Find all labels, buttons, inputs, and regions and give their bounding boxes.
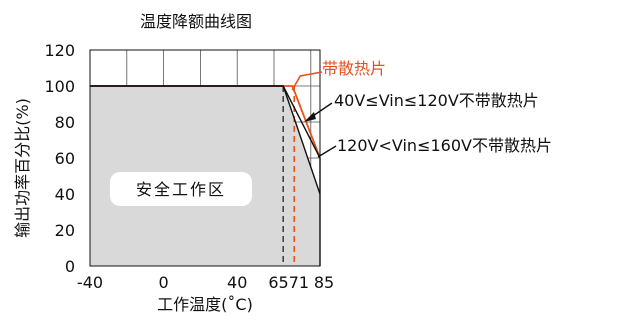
- y-tick-labels: 0 20 40 60 80 100 120: [44, 41, 75, 276]
- annotation-label-3: 120V<Vin≤160V不带散热片: [337, 136, 552, 155]
- y-tick-label: 100: [44, 77, 75, 96]
- y-tick-label: 40: [55, 185, 75, 204]
- safe-area-label: 安全工作区: [136, 180, 226, 199]
- plot-border: [89, 49, 321, 267]
- x-tick-label: 0: [159, 273, 169, 292]
- annotation-label-1: 带散热片: [322, 59, 386, 78]
- y-tick-label: 20: [55, 221, 75, 240]
- series-annotations: 带散热片 40V≤Vin≤120V不带散热片 120V<Vin≤160V不带散热片: [291, 59, 552, 158]
- annotation-label-2: 40V≤Vin≤120V不带散热片: [334, 91, 539, 110]
- annotation-pointer-1: [291, 71, 323, 91]
- x-tick-label: 6571: [268, 273, 309, 292]
- y-tick-label: 80: [55, 113, 75, 132]
- dashed-markers: [282, 86, 296, 266]
- y-tick-label: 60: [55, 149, 75, 168]
- safe-area-label-box: 安全工作区: [110, 172, 252, 206]
- x-tick-labels: -40 0 40 6571 85: [77, 273, 334, 292]
- x-tick-label: -40: [77, 273, 103, 292]
- y-tick-label: 120: [44, 41, 75, 60]
- chart-title: 温度降额曲线图: [140, 12, 252, 31]
- series-line-3: [90, 85, 321, 195]
- y-tick-label: 0: [65, 257, 75, 276]
- y-axis-label: 输出功率百分比(%): [13, 98, 32, 238]
- x-tick-label: 40: [227, 273, 247, 292]
- x-axis-label: 工作温度(˚C): [157, 295, 253, 314]
- annotation-arrowhead-2: [304, 112, 316, 122]
- x-tick-label: 85: [314, 273, 334, 292]
- annotation-pointer-3: [317, 145, 337, 158]
